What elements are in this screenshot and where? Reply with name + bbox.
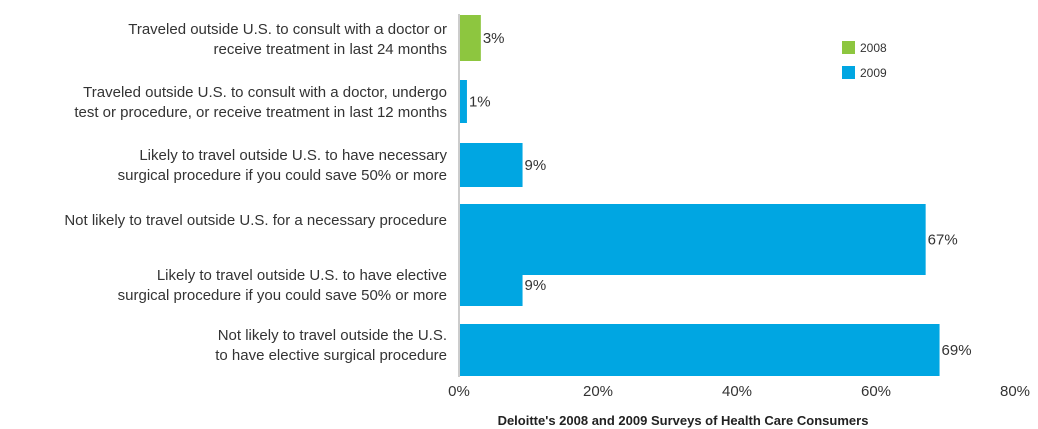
source-note: Deloitte's 2008 and 2009 Surveys of Heal… [498,413,869,428]
bar-value-label-4: 67% [928,232,958,249]
category-label-3-line-2: surgical procedure if you could save 50%… [118,167,447,184]
category-label-5-line-1: Likely to travel outside U.S. to have el… [157,267,447,284]
bars-layer: 3% 1% 9% 67% 9% 69% [460,15,972,376]
category-label-1-line-2: receive treatment in last 24 months [214,41,447,58]
bar-value-label-1: 3% [483,30,505,47]
category-label-6-line-1: Not likely to travel outside the U.S. [218,327,447,344]
bar-value-label-6: 69% [942,342,972,359]
x-tick-label-1: 0% [448,383,470,400]
legend-label-2008: 2008 [860,41,887,55]
bar-3 [460,143,523,187]
bar-2 [460,80,467,123]
bar-5 [460,264,523,306]
category-label-3-line-1: Likely to travel outside U.S. to have ne… [139,147,447,164]
bar-value-label-2: 1% [469,94,491,111]
legend-label-2009: 2009 [860,66,887,80]
x-tick-label-4: 60% [861,383,891,400]
bar-value-label-5: 9% [525,277,547,294]
bar-1 [460,15,481,61]
x-axis-ticks: 0% 20% 40% 60% 80% [448,383,1030,400]
legend: 2008 2009 [842,41,887,80]
category-label-2-line-2: test or procedure, or receive treatment … [74,104,447,121]
category-label-6-line-2: to have elective surgical procedure [215,347,447,364]
bar-value-label-3: 9% [525,157,547,174]
x-tick-label-2: 20% [583,383,613,400]
legend-swatch-2009 [842,66,855,79]
x-tick-label-3: 40% [722,383,752,400]
legend-swatch-2008 [842,41,855,54]
bar-4 [460,204,926,275]
category-label-4-line-1: Not likely to travel outside U.S. for a … [64,212,447,229]
category-label-1-line-1: Traveled outside U.S. to consult with a … [128,21,447,38]
category-label-2-line-1: Traveled outside U.S. to consult with a … [83,84,447,101]
bar-6 [460,324,940,376]
x-tick-label-5: 80% [1000,383,1030,400]
category-label-5-line-2: surgical procedure if you could save 50%… [118,287,447,304]
category-labels: Traveled outside U.S. to consult with a … [64,21,447,364]
